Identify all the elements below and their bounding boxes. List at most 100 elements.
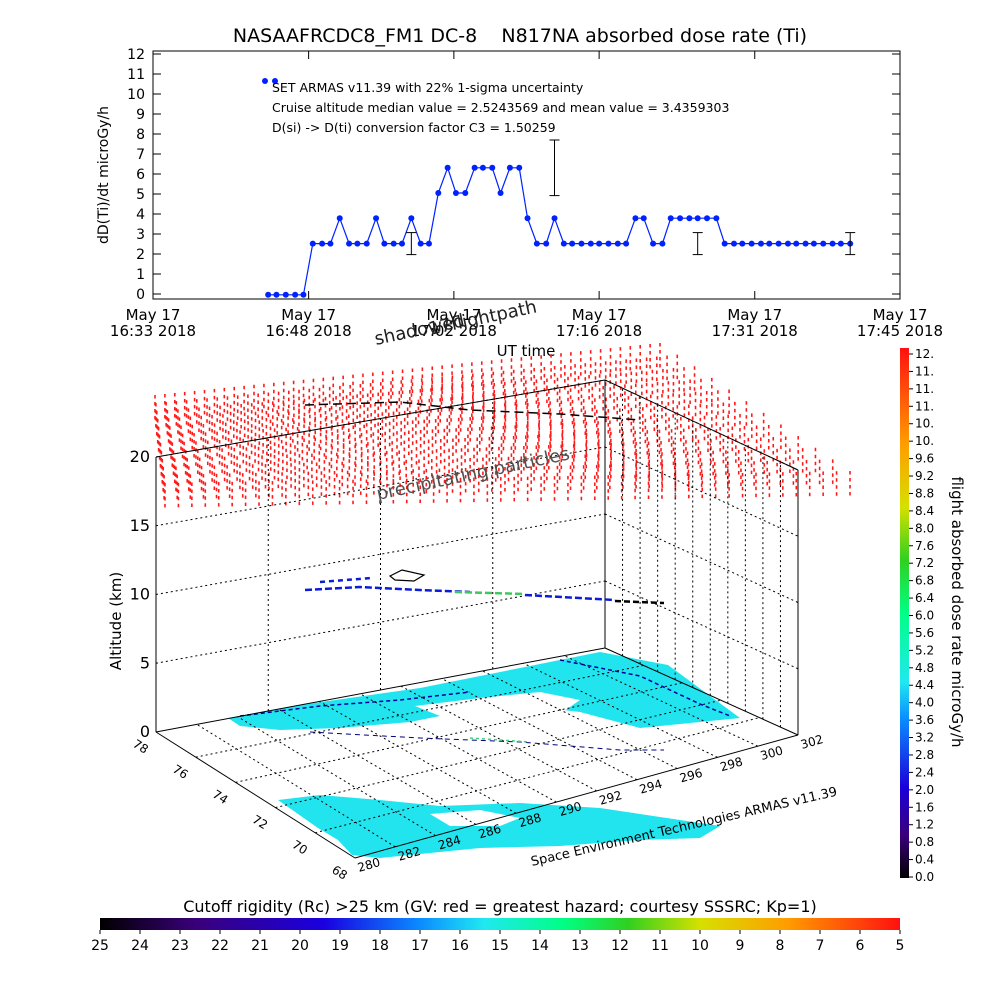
dose-point — [659, 240, 666, 247]
dose-point — [713, 215, 720, 222]
rigidity-colorbar-tick-label: 22 — [211, 938, 229, 954]
longitude-gridline — [278, 708, 477, 825]
longitude-gridline — [482, 670, 678, 769]
dose-annotation: SET ARMAS v11.39 with 22% 1-sigma uncert… — [272, 80, 584, 95]
flight-track-blue-2 — [524, 593, 616, 602]
rigidity-colorbar-tick-label: 17 — [411, 938, 429, 954]
dose-colorbar-tick-label: 6.8 — [915, 574, 934, 588]
dose-colorbar-tick-label: 4.4 — [915, 678, 934, 692]
rigidity-colorbar-tick-label: 20 — [291, 938, 309, 954]
rigidity-colorbar-tick-label: 6 — [856, 938, 865, 954]
altitude-gridline — [155, 513, 606, 595]
dose-point — [506, 164, 513, 171]
dose-colorbar-tick-label: 7.2 — [915, 556, 934, 570]
dose-colorbar-tick-label: 11. — [915, 364, 934, 378]
dose-point — [766, 240, 773, 247]
dose-annotation: D(si) -> D(ti) conversion factor C3 = 1.… — [272, 120, 556, 135]
flight-track-green — [454, 590, 526, 596]
rigidity-colorbar-tick-label: 11 — [651, 938, 669, 954]
map-white-patch — [415, 692, 580, 716]
dose-point — [650, 240, 657, 247]
map-ground-track — [309, 731, 664, 751]
dose-colorbar-tick-label: 4.0 — [915, 696, 934, 710]
rigidity-colorbar-tick-label: 12 — [611, 938, 629, 954]
dose-colorbar-tick-label: 8.0 — [915, 521, 934, 535]
dose-point — [354, 240, 361, 247]
latitude-tick-label: 72 — [250, 812, 270, 832]
rigidity-colorbar-tick-label: 9 — [736, 938, 745, 954]
longitude-tick-label: 298 — [718, 754, 744, 774]
altitude-tick-label: 5 — [140, 653, 150, 672]
rigidity-colorbar-tick-label: 7 — [816, 938, 825, 954]
longitude-gridline — [237, 716, 436, 837]
dose-point — [381, 240, 388, 247]
dose-colorbar-tick-label: 9.2 — [915, 469, 934, 483]
rigidity-colorbar-tick-label: 23 — [171, 938, 189, 954]
altitude-gridline — [604, 379, 799, 471]
dose-y-tick-label: 12 — [127, 47, 145, 63]
longitude-gridline — [196, 723, 396, 848]
dose-colorbar-tick-label: 0.4 — [915, 853, 934, 867]
dose-point — [273, 291, 280, 298]
longitude-tick-label: 288 — [517, 810, 543, 830]
latitude-tick-label: 78 — [130, 737, 150, 757]
altitude-gridline — [155, 379, 606, 458]
dose-point — [640, 215, 647, 222]
box-edge-floor-rear — [604, 647, 799, 736]
rigidity-colorbar-title: Cutoff rigidity (Rc) >25 km (GV: red = g… — [183, 897, 817, 916]
dose-colorbar-tick-label: 2.8 — [915, 748, 934, 762]
altitude-gridline — [604, 513, 799, 603]
dose-point — [417, 240, 424, 247]
dose-y-tick-label: 4 — [136, 207, 145, 223]
longitude-ticks: 280 282 284 286 288 290 292 294 296 298 300 302 — [356, 732, 825, 875]
dose-chart-title: NASAAFRCDC8_FM1 DC-8 N817NA absorbed dos… — [233, 25, 807, 47]
dose-colorbar-gradient — [900, 348, 909, 878]
dose-point — [452, 190, 459, 196]
rigidity-colorbar: Cutoff rigidity (Rc) >25 km (GV: red = g… — [91, 897, 904, 954]
dose-colorbar-tick-label: 8.8 — [915, 486, 934, 500]
dose-colorbar-tick-label: 1.6 — [915, 800, 934, 814]
flight-track-black — [614, 599, 665, 605]
rigidity-colorbar-gradient — [100, 918, 900, 930]
dose-colorbar-tick-label: 4.8 — [915, 661, 934, 675]
longitude-tick-label: 302 — [799, 732, 825, 752]
dose-point — [677, 215, 684, 222]
dose-y-tick-label: 11 — [127, 67, 145, 83]
dose-colorbar-tick-label: 0.0 — [915, 870, 934, 884]
map-ground-track-green — [469, 737, 531, 743]
dose-point — [784, 240, 791, 247]
dose-y-tick-label: 6 — [136, 167, 145, 183]
dose-point — [802, 240, 809, 247]
longitude-tick-label: 294 — [638, 777, 664, 797]
rigidity-colorbar-tick-label: 10 — [691, 938, 709, 954]
dose-point — [731, 240, 737, 247]
dose-colorbar-ticks: 0.0 0.4 0.8 1.2 1.6 2.0 2.4 2.8 3.2 3.6 4.0 4.4 4.8 5… — [909, 347, 934, 884]
dose-point — [346, 240, 353, 247]
dose-point — [300, 291, 307, 298]
dose-point — [667, 215, 674, 222]
dose-point — [444, 164, 451, 171]
dose-colorbar-tick-label: 8.4 — [915, 504, 934, 518]
dose-y-axis-label: dD(Ti)/dt microGy/h — [96, 106, 112, 244]
latitude-tick-label: 74 — [210, 787, 230, 807]
dose-point — [336, 215, 343, 222]
dose-point — [623, 240, 630, 247]
dose-colorbar-tick-label: 1.2 — [915, 818, 934, 832]
flight-track — [304, 401, 665, 605]
dose-rate-panel: NASAAFRCDC8_FM1 DC-8 N817NA absorbed dos… — [96, 25, 943, 360]
latitude-gridline — [235, 682, 683, 783]
dose-series — [265, 164, 854, 298]
dose-point — [793, 240, 800, 247]
latitude-gridline — [275, 699, 721, 809]
dose-x-tick-label: May 17 — [873, 306, 928, 324]
dose-point — [462, 190, 469, 196]
longitude-tick-label: 286 — [477, 822, 503, 842]
dose-colorbar-tick-label: 7.6 — [915, 539, 934, 553]
altitude-tick-label: 15 — [130, 516, 150, 535]
dose-point — [686, 215, 693, 222]
dose-point — [524, 215, 531, 222]
dose-point — [363, 240, 370, 247]
longitude-gridline — [523, 662, 718, 758]
altitude-tick-label: 0 — [140, 722, 150, 741]
